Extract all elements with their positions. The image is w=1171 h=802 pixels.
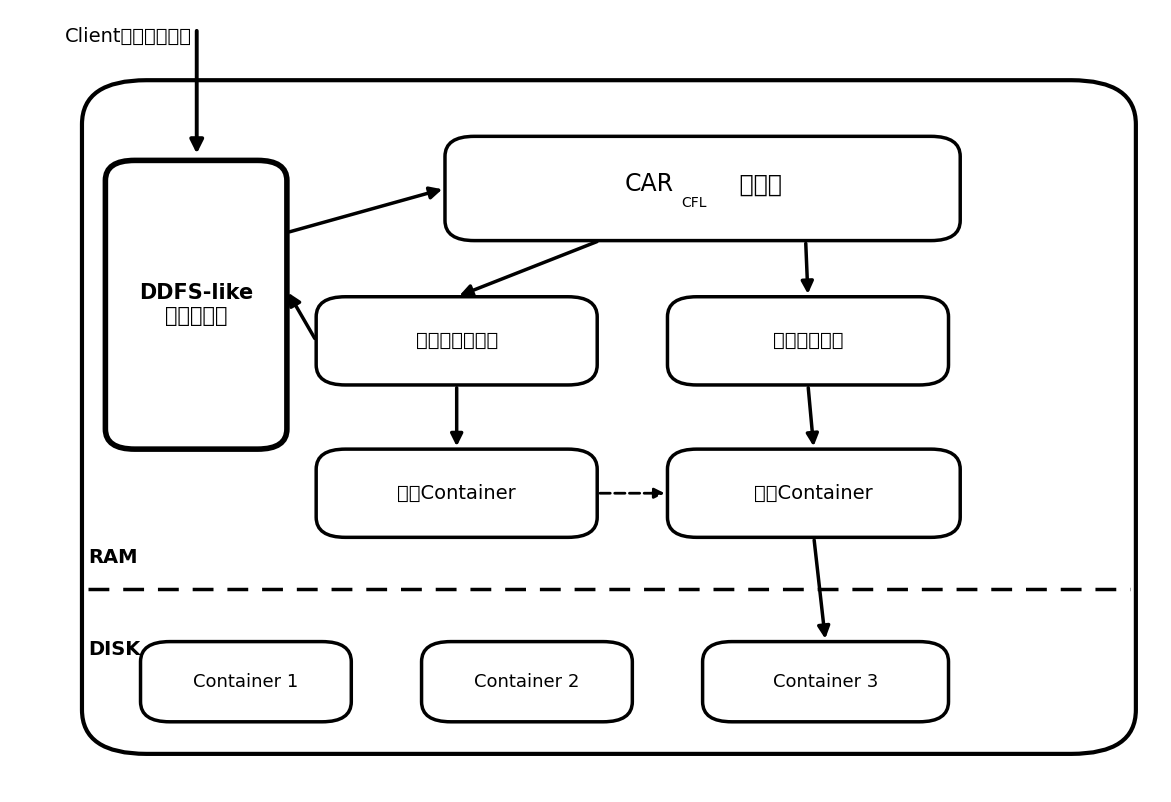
Text: 临时Container: 临时Container [397, 484, 516, 503]
Text: RAM: RAM [88, 548, 137, 567]
FancyBboxPatch shape [82, 80, 1136, 754]
Text: 监控器: 监控器 [732, 172, 782, 196]
FancyArrowPatch shape [463, 241, 597, 295]
FancyBboxPatch shape [316, 449, 597, 537]
FancyBboxPatch shape [316, 297, 597, 385]
FancyBboxPatch shape [141, 642, 351, 722]
FancyBboxPatch shape [445, 136, 960, 241]
Text: 缓存Container: 缓存Container [754, 484, 874, 503]
Text: Client发送的数据块: Client发送的数据块 [64, 26, 191, 46]
FancyBboxPatch shape [105, 160, 287, 449]
Text: Container 1: Container 1 [193, 673, 299, 691]
FancyArrowPatch shape [600, 489, 662, 497]
Text: CAR: CAR [624, 172, 673, 196]
FancyBboxPatch shape [667, 297, 949, 385]
Text: DDFS-like
索引指纹库: DDFS-like 索引指纹库 [139, 283, 253, 326]
Text: 选择性去重方法: 选择性去重方法 [416, 331, 498, 350]
Text: CFL: CFL [682, 196, 707, 210]
Text: DISK: DISK [88, 640, 141, 659]
FancyArrowPatch shape [191, 30, 203, 149]
FancyBboxPatch shape [422, 642, 632, 722]
FancyArrowPatch shape [814, 540, 829, 635]
Text: Container 2: Container 2 [474, 673, 580, 691]
FancyArrowPatch shape [452, 387, 461, 443]
FancyArrowPatch shape [802, 243, 813, 290]
FancyBboxPatch shape [667, 449, 960, 537]
Text: 一般去重方法: 一般去重方法 [773, 331, 843, 350]
FancyArrowPatch shape [290, 296, 315, 338]
FancyBboxPatch shape [703, 642, 949, 722]
FancyArrowPatch shape [807, 387, 817, 443]
Text: Container 3: Container 3 [773, 673, 878, 691]
FancyArrowPatch shape [289, 188, 439, 232]
